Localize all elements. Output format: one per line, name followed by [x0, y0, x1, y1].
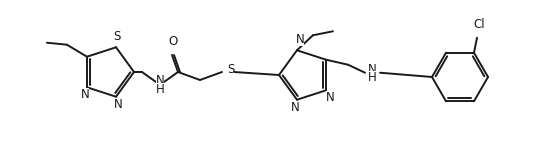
Text: N: N	[113, 98, 122, 111]
Text: H: H	[156, 82, 165, 96]
Text: H: H	[368, 71, 376, 84]
Text: N: N	[368, 63, 376, 76]
Text: O: O	[168, 35, 178, 48]
Text: N: N	[291, 101, 299, 114]
Text: N: N	[80, 88, 90, 101]
Text: N: N	[156, 74, 165, 86]
Text: N: N	[326, 91, 334, 104]
Text: Cl: Cl	[473, 18, 485, 31]
Text: S: S	[227, 62, 235, 76]
Text: N: N	[295, 33, 304, 46]
Text: S: S	[113, 30, 121, 43]
